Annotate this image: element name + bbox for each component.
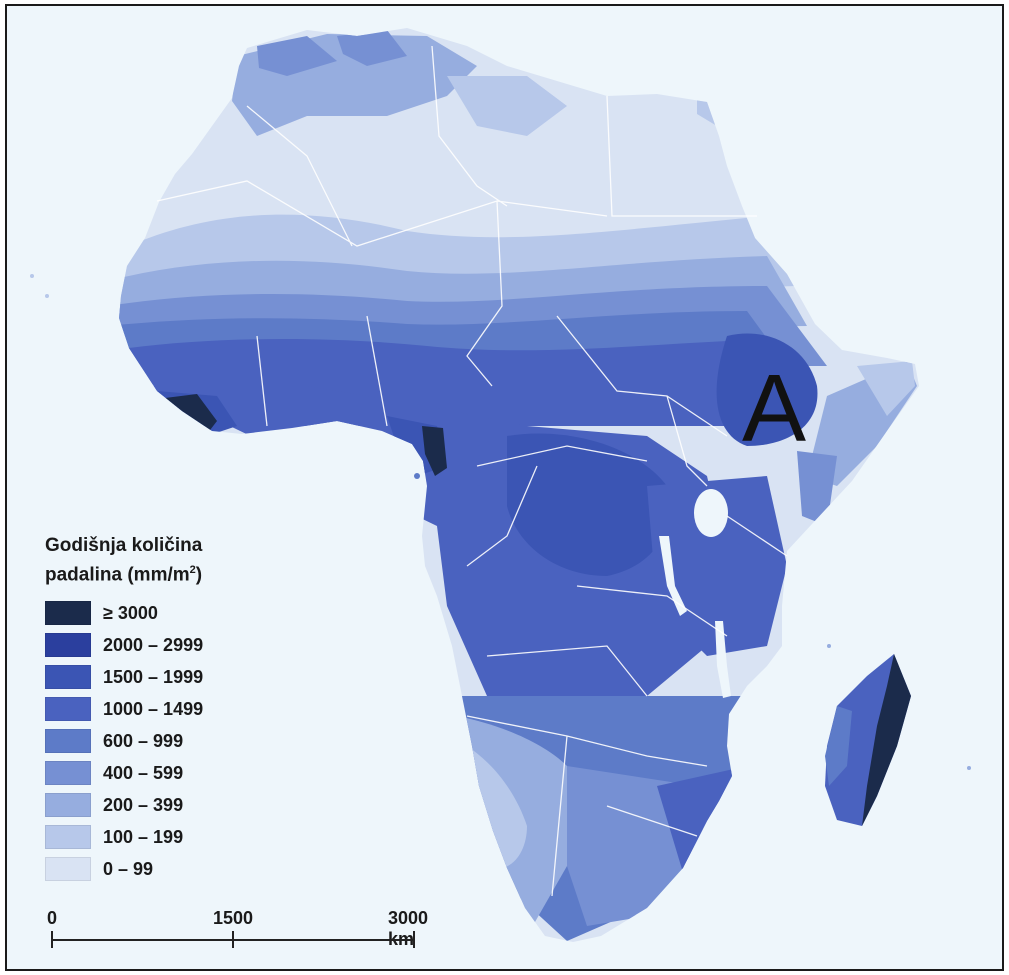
legend-row: 1000 – 1499 (45, 693, 203, 725)
legend-label: 2000 – 2999 (103, 634, 204, 655)
legend-swatch (45, 729, 91, 754)
legend-row: 100 – 199 (45, 821, 203, 853)
legend-row: 600 – 999 (45, 725, 203, 757)
scale-label-start: 0 (47, 908, 58, 928)
island (827, 644, 831, 648)
legend-label: 0 – 99 (103, 858, 154, 879)
legend-label: 600 – 999 (103, 730, 184, 751)
legend-title-line1: Godišnja količina (45, 535, 203, 556)
legend-swatch (45, 793, 91, 818)
scale-label-end: 3000 km (388, 908, 429, 949)
legend-row: 2000 – 2999 (45, 629, 203, 661)
map-marker-label: A (742, 355, 807, 462)
scale-tick (413, 931, 415, 948)
legend-swatch (45, 761, 91, 786)
legend-swatch (45, 857, 91, 882)
legend-row: 400 – 599 (45, 757, 203, 789)
map-frame: A Godišnja količina padalina (mm/m2) ≥ 3… (5, 4, 1004, 971)
island (30, 274, 34, 278)
legend-row: 200 – 399 (45, 789, 203, 821)
island (414, 473, 420, 479)
legend-title: Godišnja količina padalina (mm/m2) (45, 534, 203, 587)
legend-label: 200 – 399 (103, 794, 184, 815)
legend-swatch (45, 633, 91, 658)
country-borders (156, 45, 788, 897)
africa-rainfall-map (30, 28, 971, 942)
legend-label: 1000 – 1499 (103, 698, 204, 719)
scale-bar: 0 1500 3000 km (45, 908, 445, 958)
legend: Godišnja količina padalina (mm/m2) ≥ 300… (45, 534, 203, 885)
legend-title-line2: padalina (mm/m2) (45, 564, 203, 586)
legend-swatch (45, 825, 91, 850)
legend-label: 1500 – 1999 (103, 666, 204, 687)
scale-tick (51, 931, 53, 948)
island (45, 294, 49, 298)
scale-tick (232, 931, 234, 948)
legend-swatch (45, 601, 91, 626)
legend-label: 100 – 199 (103, 826, 184, 847)
rainfall-zones (119, 30, 917, 941)
legend-row: ≥ 3000 (45, 597, 203, 629)
legend-row: 0 – 99 (45, 853, 203, 885)
legend-swatch (45, 697, 91, 722)
scale-label-mid: 1500 (213, 908, 254, 928)
legend-row: 1500 – 1999 (45, 661, 203, 693)
island (967, 766, 971, 770)
legend-label: 400 – 599 (103, 762, 184, 783)
legend-swatch (45, 665, 91, 690)
legend-label: ≥ 3000 (103, 602, 158, 623)
madagascar (825, 654, 911, 826)
